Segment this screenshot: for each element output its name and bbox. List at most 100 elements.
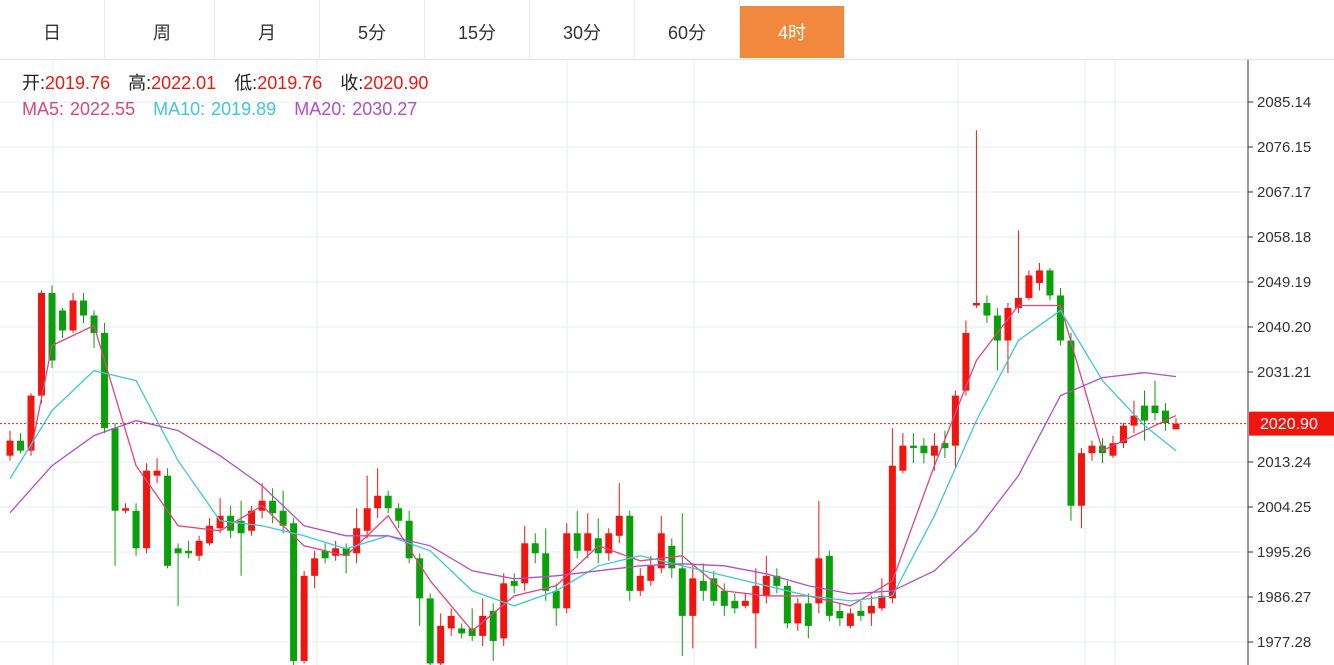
candle-body	[521, 543, 529, 584]
candle-body	[626, 515, 634, 591]
candle-body	[374, 495, 382, 509]
candle-body	[216, 515, 224, 529]
candle-body	[1056, 295, 1064, 341]
candle-body	[342, 548, 350, 556]
period-tab[interactable]: 5分	[320, 0, 425, 58]
candle-body	[48, 292, 56, 361]
candle-body	[1046, 270, 1054, 296]
last-price-tag	[1249, 411, 1334, 436]
period-tab[interactable]: 日	[0, 0, 105, 58]
last-price-label: 2020.90	[1260, 416, 1318, 433]
y-tick-label: 2004.25	[1257, 499, 1311, 516]
candle-body	[899, 445, 907, 471]
candle-body	[489, 610, 497, 641]
candle-body	[710, 578, 718, 601]
candle-body	[783, 585, 791, 624]
ma-value: 2019.89	[211, 99, 277, 119]
ohlc-label: 高:	[128, 73, 152, 93]
candle-body	[416, 558, 424, 599]
period-tab[interactable]: 月	[215, 0, 320, 58]
candle-body	[941, 443, 949, 449]
ohlc-label: 开:	[22, 73, 46, 93]
candle-body	[27, 395, 35, 451]
candle-body	[38, 292, 46, 396]
candle-body	[195, 540, 203, 556]
y-tick-label: 2067.17	[1257, 184, 1311, 201]
y-tick-label: 2058.18	[1257, 229, 1311, 246]
candle-body	[447, 615, 455, 629]
chart-header: 开:2019.76 高:2022.01 低:2019.76 收:2020.90 MA5…	[22, 70, 446, 122]
candle-body	[815, 558, 823, 604]
candle-body	[552, 590, 560, 609]
y-tick-label: 2085.14	[1257, 94, 1311, 111]
y-tick-label: 2040.20	[1257, 319, 1311, 336]
candle-body	[689, 578, 697, 616]
period-tabs: 日周月 5分 15分 30分 60分 4时	[0, 0, 1334, 60]
period-tab[interactable]: 4时	[740, 6, 845, 58]
candle-body	[699, 580, 707, 591]
candle-body	[1067, 340, 1075, 506]
candle-body	[836, 610, 844, 619]
candle-body	[1088, 445, 1096, 454]
candle-body	[248, 510, 256, 531]
ohlc-value: 2020.90	[363, 73, 429, 93]
candle-body	[1151, 405, 1159, 414]
candle-body	[794, 603, 802, 624]
period-tab[interactable]: 60分	[635, 0, 740, 58]
candle-body	[983, 302, 991, 316]
candle-body	[972, 302, 980, 306]
candle-body	[290, 523, 298, 661]
candle-body	[405, 520, 413, 559]
candle-body	[731, 600, 739, 609]
candle-body	[185, 550, 193, 554]
y-tick-label: 1995.26	[1257, 544, 1311, 561]
ma-value: 2022.55	[70, 99, 136, 119]
candle-body	[80, 300, 88, 316]
candle-body	[311, 558, 319, 576]
y-tick-label: 2031.21	[1257, 364, 1311, 381]
candle-body	[17, 440, 25, 451]
candle-body	[951, 395, 959, 446]
candle-body	[878, 595, 886, 609]
candle-body	[479, 615, 487, 636]
candle-body	[1119, 425, 1127, 444]
ma-line	[9, 309, 1177, 607]
candle-body	[584, 533, 592, 551]
candle-body	[930, 445, 938, 456]
ma-name: MA10:	[153, 99, 206, 119]
candle-body	[237, 520, 245, 534]
candle-body	[332, 548, 340, 556]
candle-body	[384, 495, 392, 509]
period-tab[interactable]: 周	[110, 0, 215, 58]
candle-body	[615, 515, 623, 536]
candle-body	[678, 568, 686, 616]
candle-body	[1109, 443, 1117, 456]
candles	[6, 130, 1180, 665]
candle-body	[143, 470, 151, 549]
candle-body	[206, 525, 214, 544]
candle-body	[6, 440, 14, 456]
candle-body	[174, 548, 182, 554]
candle-body	[647, 565, 655, 581]
candle-body	[846, 613, 854, 626]
period-tab[interactable]: 15分	[425, 0, 530, 58]
candle-body	[353, 528, 361, 554]
period-tab[interactable]: 30分	[530, 0, 635, 58]
ma-line	[30, 304, 1177, 632]
candle-body	[90, 315, 98, 334]
candle-body	[1035, 270, 1043, 283]
candle-body	[132, 510, 140, 549]
candle-body	[962, 333, 970, 391]
candle-body	[300, 575, 308, 661]
y-tick-label: 2076.15	[1257, 139, 1311, 156]
ohlc-label: 收:	[340, 73, 364, 93]
candle-body	[426, 598, 434, 664]
candle-body	[605, 533, 613, 554]
ma-row: MA5: 2022.55 MA10: 2019.89 MA20: 2030.27	[22, 96, 446, 122]
candle-body	[101, 333, 109, 429]
candle-body	[920, 445, 928, 454]
ohlc-row: 开:2019.76 高:2022.01 低:2019.76 收:2020.90	[22, 70, 446, 96]
candle-body	[437, 625, 445, 664]
candle-body	[636, 575, 644, 591]
